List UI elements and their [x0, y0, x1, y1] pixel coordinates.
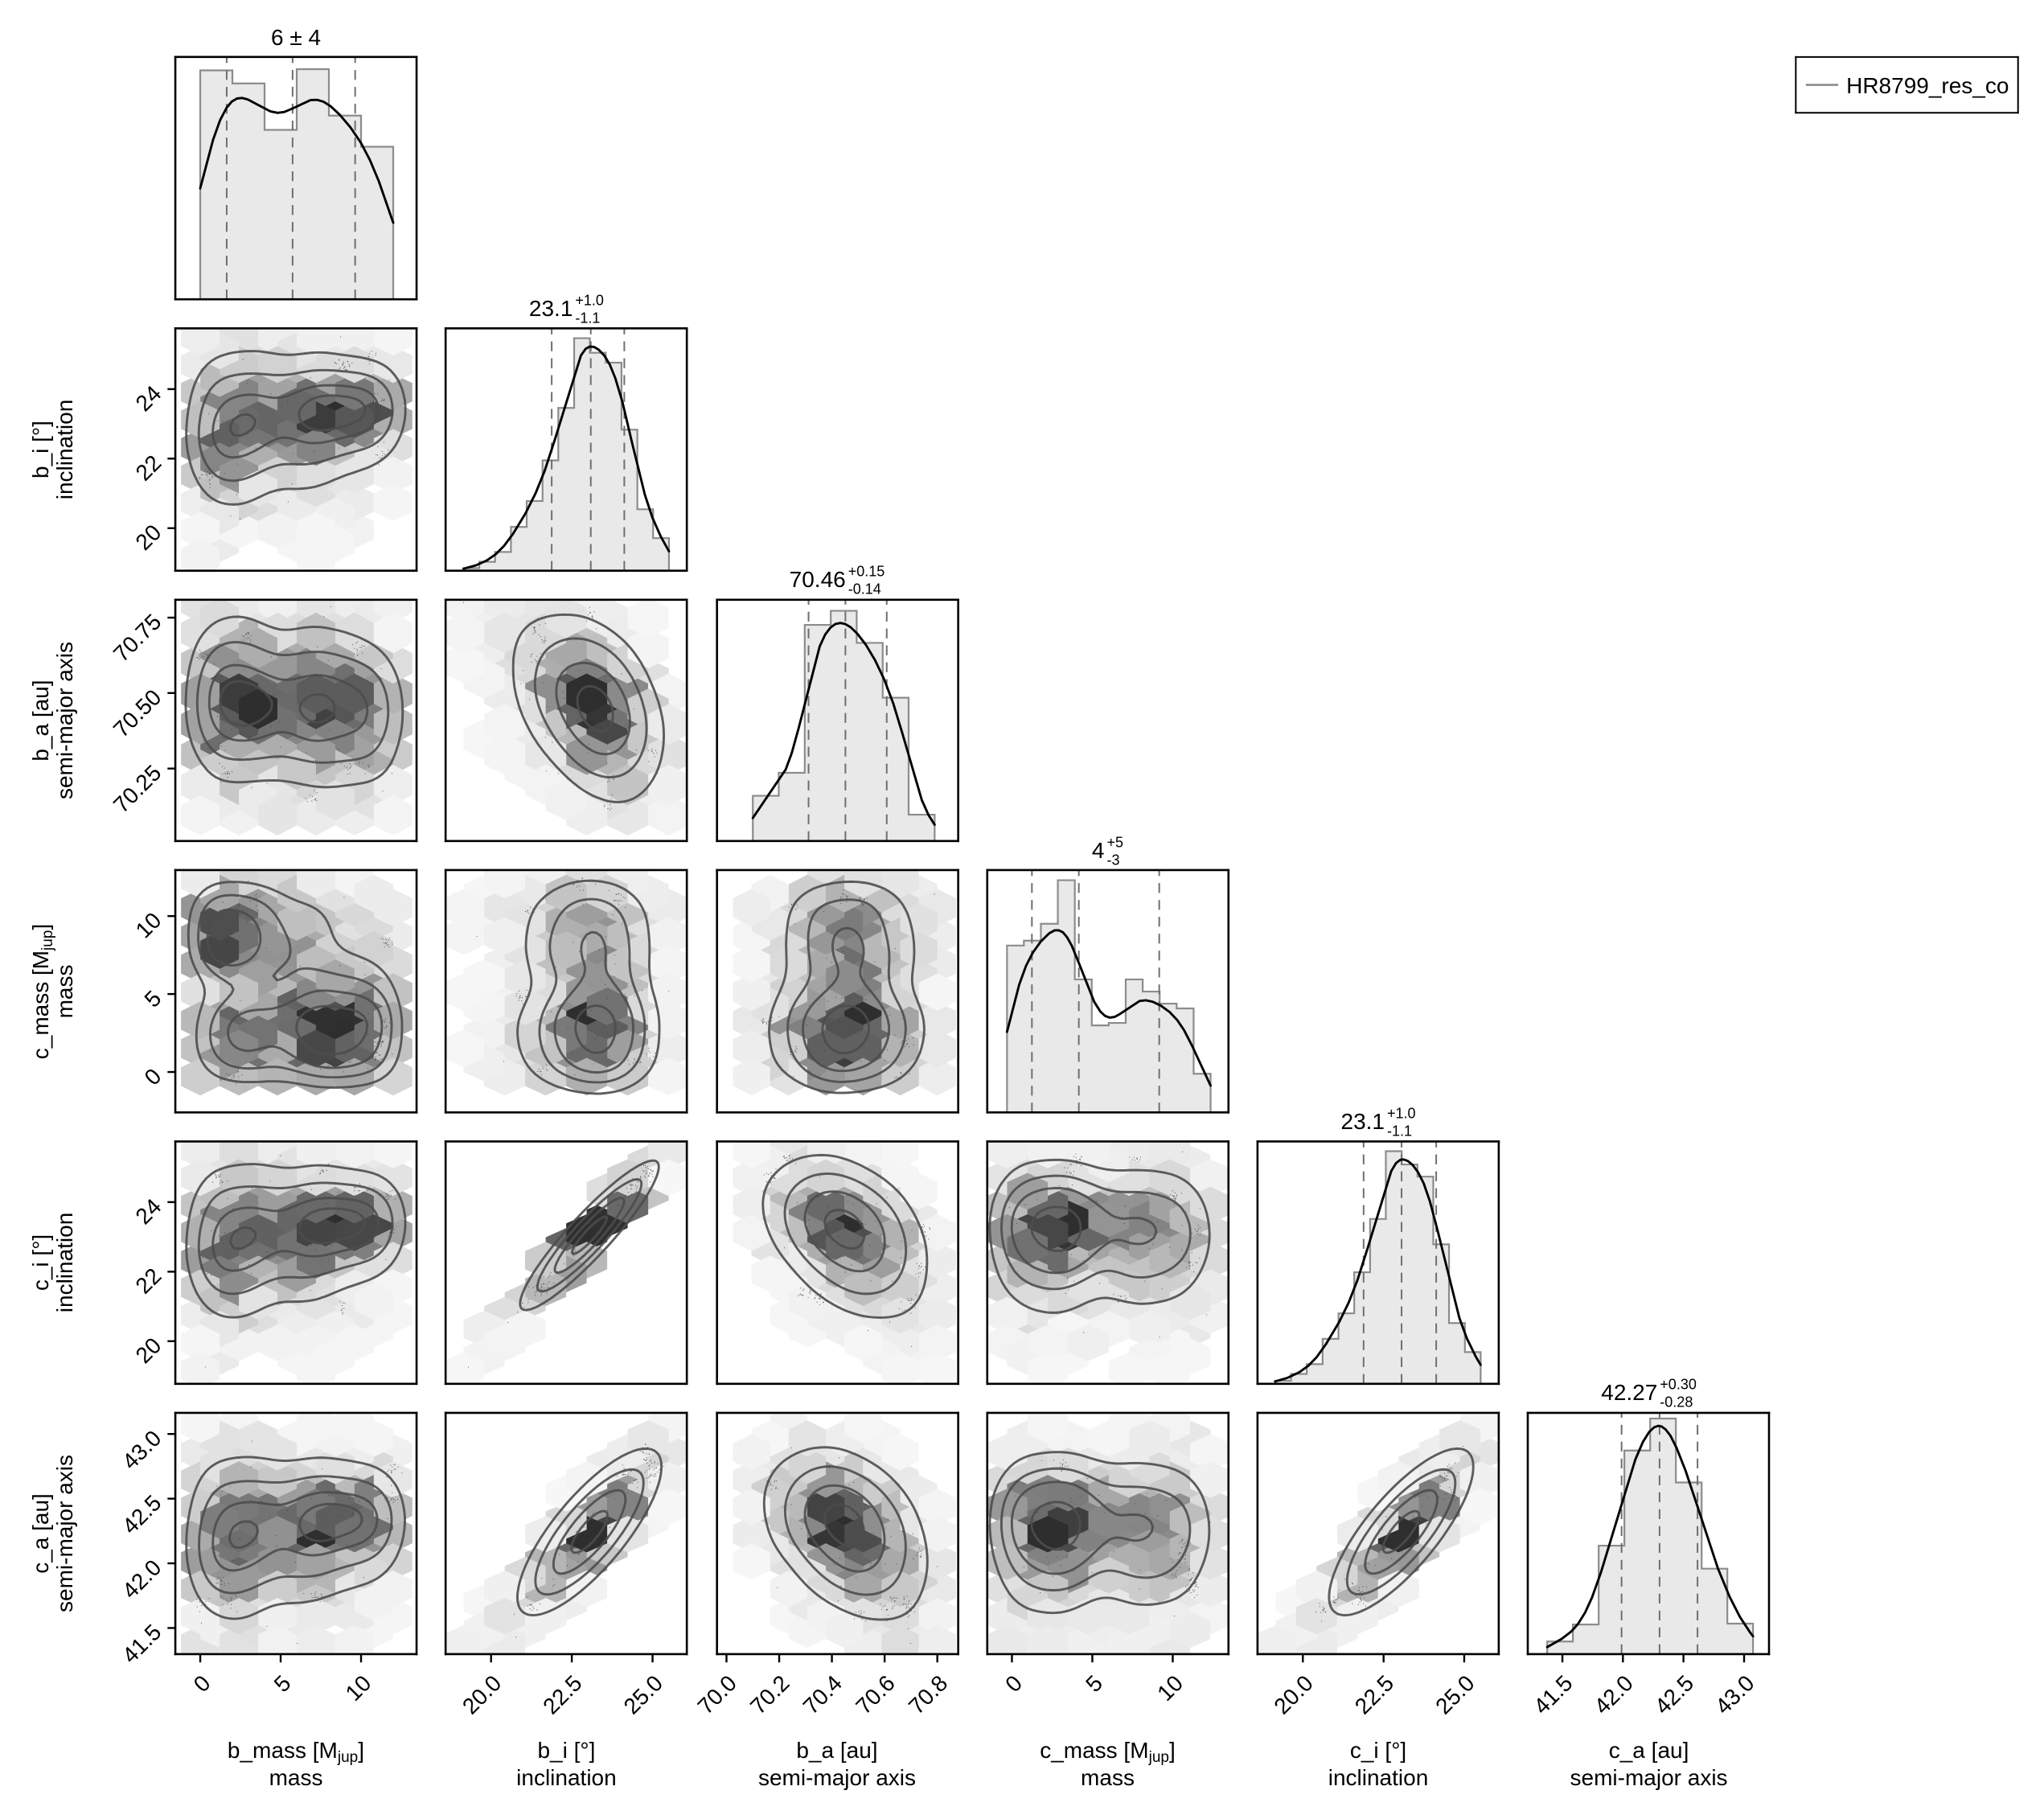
- svg-text:]: ]: [1169, 1738, 1176, 1763]
- svg-text:+5: +5: [1107, 834, 1124, 850]
- svg-text:c_i [°]: c_i [°]: [1350, 1738, 1406, 1763]
- svg-text:]: ]: [28, 924, 53, 930]
- svg-text:4: 4: [1092, 838, 1105, 863]
- svg-text:-1.1: -1.1: [1387, 1123, 1412, 1140]
- svg-text:mass: mass: [269, 1765, 323, 1790]
- svg-text:jup: jup: [39, 930, 56, 951]
- svg-text:inclination: inclination: [52, 1213, 77, 1313]
- svg-text:+1.0: +1.0: [575, 292, 604, 308]
- svg-text:6 ± 4: 6 ± 4: [271, 25, 321, 50]
- svg-text:b_i [°]: b_i [°]: [28, 421, 53, 478]
- svg-text:70.46: 70.46: [790, 567, 846, 592]
- svg-text:+0.15: +0.15: [848, 564, 885, 580]
- svg-text:23.1: 23.1: [1341, 1109, 1385, 1134]
- svg-text:42.27: 42.27: [1601, 1380, 1657, 1405]
- svg-text:semi-major axis: semi-major axis: [52, 642, 77, 799]
- svg-text:b_mass [M: b_mass [M: [228, 1738, 338, 1763]
- svg-text:inclination: inclination: [1328, 1765, 1429, 1790]
- svg-text:b_a [au]: b_a [au]: [796, 1738, 877, 1763]
- svg-text:-3: -3: [1107, 852, 1120, 868]
- svg-text:inclination: inclination: [516, 1765, 617, 1790]
- svg-text:c_mass [M: c_mass [M: [28, 951, 53, 1059]
- svg-text:-0.14: -0.14: [848, 581, 881, 597]
- svg-text:-1.1: -1.1: [575, 310, 600, 326]
- svg-text:jup: jup: [1148, 1749, 1169, 1766]
- svg-text:+0.30: +0.30: [1660, 1377, 1697, 1393]
- svg-text:c_a [au]: c_a [au]: [28, 1493, 53, 1574]
- svg-text:semi-major axis: semi-major axis: [1570, 1765, 1728, 1790]
- svg-text:semi-major axis: semi-major axis: [52, 1455, 77, 1612]
- svg-text:+1.0: +1.0: [1387, 1106, 1416, 1122]
- svg-text:semi-major axis: semi-major axis: [758, 1765, 916, 1790]
- svg-text:mass: mass: [1081, 1765, 1135, 1790]
- svg-text:23.1: 23.1: [529, 296, 573, 321]
- svg-text:HR8799_res_co: HR8799_res_co: [1846, 73, 2009, 98]
- svg-text:b_i [°]: b_i [°]: [537, 1738, 595, 1763]
- svg-text:-0.28: -0.28: [1660, 1394, 1693, 1410]
- svg-text:]: ]: [358, 1738, 364, 1763]
- svg-text:c_a [au]: c_a [au]: [1609, 1738, 1689, 1763]
- svg-text:mass: mass: [52, 964, 77, 1018]
- svg-text:jup: jup: [337, 1749, 358, 1766]
- svg-text:c_i [°]: c_i [°]: [28, 1234, 53, 1291]
- svg-text:c_mass [M: c_mass [M: [1040, 1738, 1148, 1763]
- svg-text:b_a [au]: b_a [au]: [28, 680, 53, 761]
- svg-text:inclination: inclination: [52, 400, 77, 500]
